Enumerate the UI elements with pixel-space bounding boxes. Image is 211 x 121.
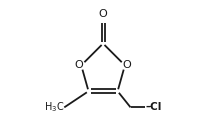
Text: O: O [75,60,84,70]
Text: H$_3$C: H$_3$C [44,100,64,114]
Text: O: O [123,60,131,70]
Text: –Cl: –Cl [146,102,162,112]
Text: O: O [99,9,107,19]
